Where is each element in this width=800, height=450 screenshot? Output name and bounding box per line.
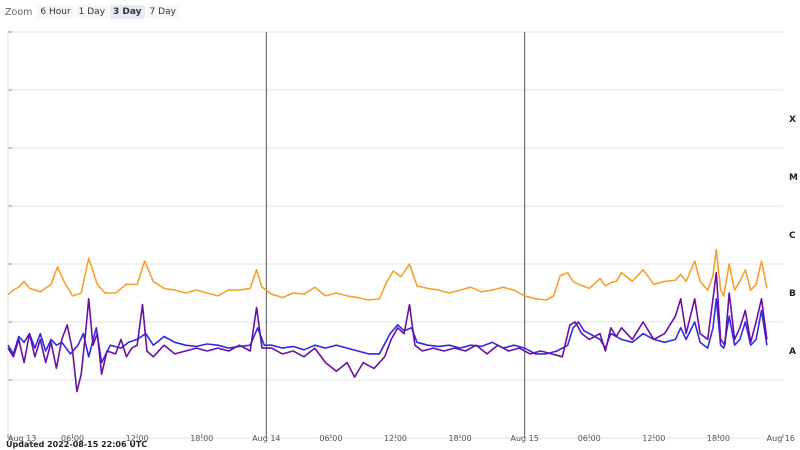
x-tick-label: 18:00 [707,434,730,443]
y-class-label: A [789,347,796,357]
x-tick-label: 06:00 [61,434,84,443]
x-tick-label: 06:00 [319,434,342,443]
x-tick-label: 18:00 [449,434,472,443]
y-class-label: B [789,289,796,299]
x-tick-label: Aug 13 [8,434,36,443]
zoom-7-day-button[interactable]: 7 Day [146,5,179,19]
x-tick-label: Aug 14 [252,434,280,443]
zoom-label: Zoom [5,6,33,18]
x-tick-label: 18:00 [190,434,213,443]
y-class-label: C [789,231,796,241]
x-tick-label: 12:00 [126,434,149,443]
updated-timestamp: Updated 2022-08-15 22:06 UTC [6,440,148,449]
y-class-label: X [789,115,796,125]
zoom-1-day-button[interactable]: 1 Day [75,5,109,19]
x-tick-label: 12:00 [642,434,665,443]
x-tick-label: 06:00 [578,434,601,443]
series-line-1 [7,248,768,301]
x-tick-label: Aug 16 [767,434,795,443]
zoom-3-day-button[interactable]: 3 Day [110,5,145,19]
series-line-3 [7,271,768,393]
x-tick-label: 12:00 [384,434,407,443]
zoom-bar: Zoom 6 Hour 1 Day 3 Day 7 Day [5,4,179,20]
series-line-2 [7,298,768,364]
zoom-6-hour-button[interactable]: 6 Hour [37,5,74,19]
y-class-label: M [789,173,798,183]
x-tick-label: Aug 15 [510,434,538,443]
